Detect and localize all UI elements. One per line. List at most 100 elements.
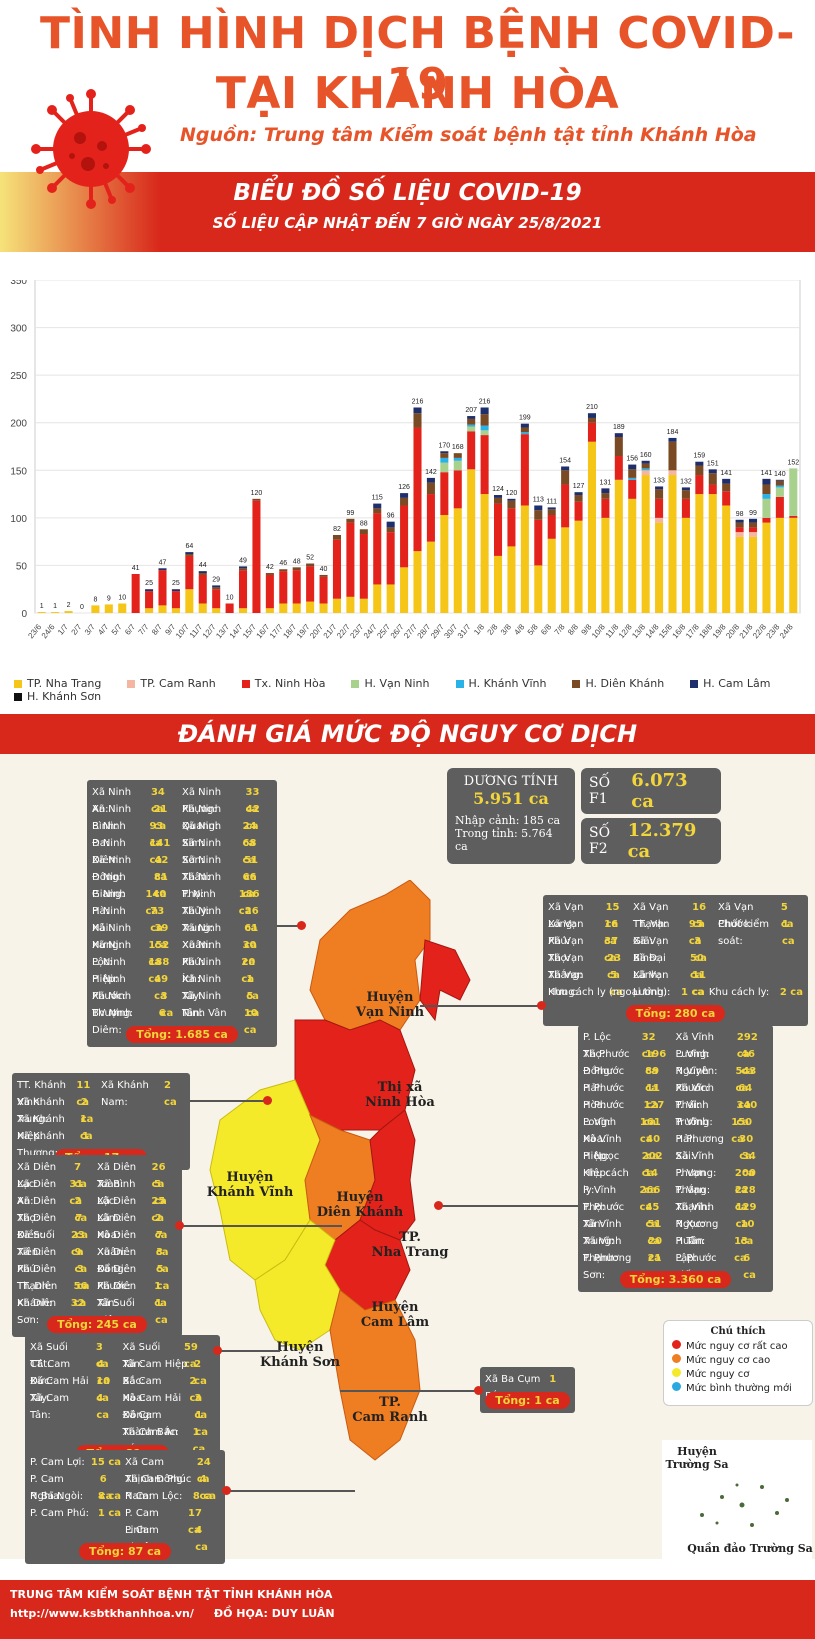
box-cell: Xã Diên Đồng: 3 ca [97, 1244, 173, 1275]
commune-label: Xã Ninh Sim: [182, 821, 222, 849]
bar-segment [695, 475, 704, 495]
data-label: 48 [293, 558, 301, 565]
bar-segment [534, 519, 543, 566]
map-legend-title: Chú thích [710, 1326, 766, 1337]
x-tick-label: 5/8 [526, 622, 540, 637]
case-count: 16 ca [604, 919, 619, 947]
box-cell: Xã Diên Hòa: 2 ca [97, 1210, 173, 1241]
positive-box: DƯƠNG TÍNH 5.951 ca Nhập cảnh: 185 ca Tr… [447, 768, 575, 864]
box-cell [101, 1094, 181, 1111]
case-count: 51 ca [244, 855, 259, 883]
case-count: 25 ca [151, 1196, 166, 1224]
footer-url[interactable]: http://www.ksbtkhanhhoa.vn/ [10, 1607, 194, 1620]
data-label: 47 [159, 559, 167, 566]
bar-segment [507, 500, 516, 509]
bar-segment [601, 493, 610, 499]
case-count: 3 ca [156, 1247, 169, 1275]
box-cell: Xã Cam Hải Đông: 3 ca [123, 1390, 212, 1421]
legend-item: TP. Cam Ranh [127, 677, 216, 690]
map-label-khanh-vinh: Huyện Khánh Vĩnh [206, 1170, 294, 1200]
bar-segment [561, 470, 570, 485]
legend-item: H. Diên Khánh [572, 677, 664, 690]
box-cell: Xã Vạn Hưng: 5 ca [548, 967, 629, 998]
box-row: P. Phước Long: 127 ca P. Vĩnh Trường: 340 c… [583, 1097, 768, 1128]
bar-segment [386, 521, 395, 528]
case-count: 8 ca [97, 1491, 121, 1502]
data-label: 10 [226, 594, 234, 601]
case-count: 15 ca [90, 1457, 121, 1468]
bar-segment [507, 498, 516, 501]
legend-item: H. Khánh Sơn [14, 690, 101, 703]
bar-segment [735, 519, 744, 523]
commune-label: P. Cam Nghĩa: [30, 1474, 64, 1502]
case-count: 266 ca [639, 1185, 661, 1213]
bar-segment [198, 574, 207, 604]
bar-segment [668, 437, 677, 442]
box-cell: P. Ninh Phước: 49 ca [92, 971, 178, 1002]
case-count: 15 ca [605, 902, 620, 930]
bar-segment [789, 517, 798, 613]
case-count: 30 ca [242, 940, 257, 968]
bar-segment [104, 604, 113, 613]
data-label: 88 [360, 520, 368, 527]
bar-segment [279, 603, 288, 613]
x-tick-label: 23/6 [26, 622, 43, 640]
box-cell: Xã Vĩnh Lương: 292 ca [675, 1029, 765, 1060]
bar-segment [212, 589, 221, 609]
bar-segment [319, 603, 328, 613]
commune-label: Xã Vĩnh Lương: [675, 1032, 714, 1060]
commune-label: Xã Vạn Thọ: [548, 936, 584, 964]
box-row: Xã Khánh Trung: 2 ca [17, 1094, 185, 1125]
box-cell: Xã Vĩnh Trung: 51 ca [583, 1216, 672, 1247]
commune-label: Xã Vạn Phước: [718, 902, 754, 930]
box-cell: P. Vạn Thạnh: 228 ca [676, 1182, 765, 1213]
x-tick-label: 3/7 [83, 622, 97, 637]
box-cell: Xã Vạn Bình: 3 ca [633, 933, 714, 964]
case-count: 8 ca [192, 1491, 216, 1502]
bar-segment [628, 477, 637, 480]
bar-segment [212, 585, 221, 588]
commune-label: Khu cách ly: [708, 987, 770, 998]
bar-segment [507, 508, 516, 547]
box-cell: Xã Cam Hòa: 2 ca [123, 1373, 212, 1404]
bar-segment [775, 517, 784, 613]
x-tick-label: 29/7 [429, 622, 446, 640]
commune-label: Xã Diên Phú: [17, 1247, 57, 1275]
commune-label: P. Phương Sài: [675, 1134, 724, 1162]
box-row: P. Ninh Phước: 49 ca Xã Ninh Tây: 1 ca [92, 971, 272, 1002]
bar-segment [279, 571, 288, 604]
bar-segment [480, 414, 489, 426]
box-cell: Xã Khánh Trung: 2 ca [17, 1094, 97, 1125]
bar-segment [145, 589, 154, 592]
data-label: 189 [613, 424, 625, 431]
box-row: Xã Diên An: 31 ca Xã Bình Lộc: 5 ca [17, 1176, 177, 1207]
box-cell: P. Ba Ngòi: 8 ca [30, 1488, 121, 1505]
x-tick-label: 10/8 [590, 622, 607, 640]
bar-segment [775, 487, 784, 497]
box-cell: P. Cam Linh: 17 ca [125, 1505, 216, 1536]
bar-segment [735, 522, 744, 528]
commune-label: Xã Ninh Xuân: [182, 923, 222, 951]
data-label: 1 [53, 603, 57, 610]
bar-segment [681, 498, 690, 518]
box-cell [718, 950, 799, 967]
box-row: Xã Suối Cát: 3 ca Xã Suối Tân: 59 ca [30, 1339, 215, 1370]
bar-segment [762, 494, 771, 499]
case-count: 89 ca [645, 1066, 660, 1094]
bar-segment [628, 469, 637, 478]
box-cell: Xã Suối Tiên: 23 ca [17, 1227, 93, 1258]
bar-segment [185, 555, 194, 590]
case-count: 49 ca [154, 974, 169, 1002]
bar-segment [507, 546, 516, 613]
bar-segment [775, 485, 784, 488]
bar-segment [655, 517, 664, 523]
box-cell: Xã Vĩnh Phương: 34 ca [676, 1148, 765, 1179]
data-label: 216 [412, 398, 424, 405]
box-row: Xã Cam Tân: 4 ca Xã Cam Hải Đông: 3 ca [30, 1390, 215, 1421]
case-count: 33 ca [245, 787, 260, 815]
commune-label: P. Cam Lợi: [30, 1457, 85, 1468]
bar-segment [480, 494, 489, 613]
case-count: 21 ca [153, 804, 168, 832]
bar-segment [346, 518, 355, 523]
box-row: Xã Cam Hải Tây: 10 ca Xã Cam Hòa: 2 ca [30, 1373, 215, 1404]
